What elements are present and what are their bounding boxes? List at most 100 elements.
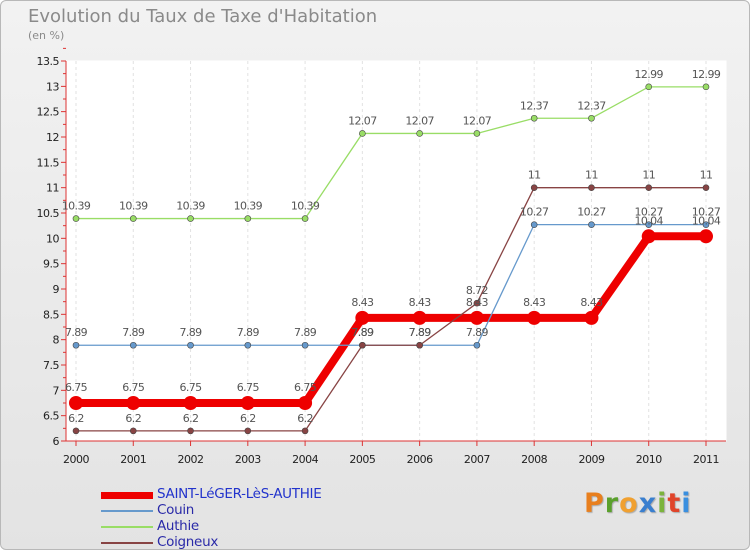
series-3-point <box>129 427 137 435</box>
series-2-data-label: 12.37 <box>520 99 549 112</box>
series-1-data-label: 7.89 <box>409 326 432 339</box>
series-1-data-label: 7.89 <box>466 326 489 339</box>
x-tick-label: 2003 <box>235 453 261 466</box>
y-tick-label: 10.5 <box>37 207 60 220</box>
series-3-point <box>530 184 538 191</box>
series-2-point <box>187 215 194 222</box>
logo-letter: x <box>638 488 658 519</box>
series-0-point <box>298 396 313 410</box>
series-1-point <box>473 341 481 349</box>
series-2-data-label: 10.39 <box>62 200 91 213</box>
series-0-data-label: 6.75 <box>122 381 145 394</box>
series-3-data-label: 7.89 <box>409 326 432 339</box>
series-0-data-label: 6.75 <box>237 381 260 394</box>
series-2-point <box>244 215 252 222</box>
series-1-data-label: 10.27 <box>692 206 721 219</box>
series-3-point <box>359 341 366 349</box>
series-3-point <box>187 427 194 435</box>
legend-label-1: Couin <box>157 502 195 518</box>
series-3-point <box>301 427 309 435</box>
series-0-data-label: 6.75 <box>179 381 202 394</box>
series-1-point <box>72 341 80 349</box>
logo-letter: i <box>657 488 668 519</box>
series-line-0 <box>76 232 706 407</box>
x-tick-label: 2011 <box>693 453 719 466</box>
series-2-data-label: 12.07 <box>405 114 434 127</box>
series-2-data-label: 10.39 <box>234 200 263 213</box>
x-tick-label: 2004 <box>292 453 318 466</box>
series-1-point <box>702 221 710 228</box>
logo-letter: o <box>619 488 639 519</box>
x-tick-label: 2002 <box>178 453 204 466</box>
series-1-data-label: 7.89 <box>179 326 202 339</box>
series-1-point <box>588 221 595 228</box>
series-3-point <box>473 299 481 307</box>
legend-swatch-0 <box>101 492 153 499</box>
x-tick-label: 2010 <box>636 453 662 466</box>
legend-label-3: Coigneux <box>157 534 219 550</box>
series-0-data-label: 6.75 <box>65 381 88 394</box>
series-0-point <box>240 396 255 410</box>
series-3-point <box>416 341 423 349</box>
series-0-point <box>584 310 599 325</box>
series-3-data-label: 6.2 <box>183 412 199 425</box>
x-tick-label: 2001 <box>120 453 146 466</box>
plot-area <box>65 60 727 442</box>
y-tick-label: 6.5 <box>43 410 59 423</box>
series-2-point <box>301 215 309 222</box>
series-3-point <box>645 184 653 191</box>
series-line-2 <box>76 86 706 220</box>
series-0-point <box>412 310 427 325</box>
series-1-point <box>129 341 137 349</box>
series-0-data-label: 8.43 <box>409 296 432 309</box>
series-2-point <box>416 130 423 137</box>
y-tick-label: 12.5 <box>37 106 60 119</box>
logo-letter: P <box>584 488 605 519</box>
series-0-point <box>641 229 656 244</box>
series-2-data-label: 12.99 <box>634 68 663 81</box>
series-0-point <box>126 396 141 410</box>
chart-title: Evolution du Taux de Taxe d'Habitation <box>28 6 378 27</box>
series-0-data-label: 10.04 <box>634 214 663 227</box>
y-tick-label: 10 <box>46 232 59 245</box>
logo-letter: t <box>667 488 682 519</box>
series-3-data-label: 6.2 <box>240 412 256 425</box>
series-2-data-label: 10.39 <box>291 200 320 213</box>
y-tick-label: 13 <box>46 80 59 93</box>
series-1-point <box>301 341 309 349</box>
series-2-point <box>530 114 538 122</box>
series-2-data-label: 12.99 <box>692 68 721 81</box>
y-tick-label: 11 <box>46 182 59 195</box>
series-3-point <box>702 184 710 191</box>
y-tick-label: 9.5 <box>43 258 59 271</box>
legend-swatch-2 <box>101 526 153 528</box>
y-tick-label: 7 <box>53 384 60 397</box>
y-tick-label: 9 <box>53 283 60 296</box>
logo-letter: i <box>681 488 692 519</box>
series-2-data-label: 12.07 <box>463 114 492 127</box>
series-0-data-label: 6.75 <box>294 381 317 394</box>
x-tick-label: 2008 <box>521 453 547 466</box>
series-0-point <box>527 310 542 325</box>
x-tick-label: 2000 <box>63 453 89 466</box>
y-tick-label: 8 <box>53 334 60 347</box>
logo-letter: r <box>604 488 620 519</box>
y-tick-label: 7.5 <box>43 359 59 372</box>
unit-label: (en %) <box>28 29 65 42</box>
series-1-data-label: 10.27 <box>634 206 663 219</box>
series-2-point <box>72 215 80 222</box>
series-1-point <box>187 341 194 349</box>
y-tick-label: 11.5 <box>37 156 60 169</box>
legend-label-2: Authie <box>157 518 199 534</box>
series-0-point <box>699 229 713 244</box>
series-0-data-label: 10.04 <box>692 214 721 227</box>
series-1-point <box>530 221 538 228</box>
series-0-data-label: 8.43 <box>523 296 546 309</box>
y-tick-label: 6 <box>53 435 60 448</box>
series-3-data-label: 11 <box>585 169 598 182</box>
series-1-point <box>645 221 653 228</box>
series-1-data-label: 7.89 <box>122 326 145 339</box>
series-2-data-label: 12.37 <box>577 99 606 112</box>
